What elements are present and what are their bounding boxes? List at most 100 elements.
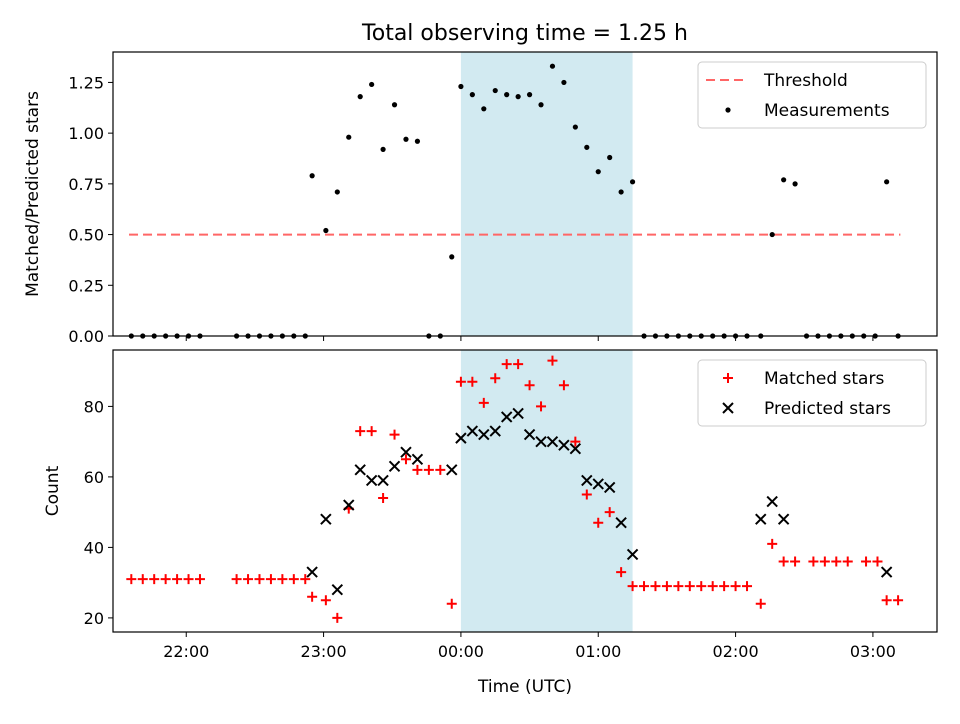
bottom-series-predicted-stars-point <box>365 474 378 487</box>
bottom-series-matched-stars-point <box>650 581 661 592</box>
top-series-measurements-point <box>538 102 544 108</box>
bottom-x-tick-label: 23:00 <box>301 642 347 661</box>
bottom-series-predicted-stars-point <box>535 435 547 448</box>
bottom-series-predicted-stars-point <box>523 428 536 441</box>
bottom-series-matched-stars-point <box>265 574 276 585</box>
top-series-measurements-point <box>492 87 498 94</box>
bottom-series-matched-stars-point <box>277 574 288 585</box>
bottom-series-matched-stars-point <box>639 581 650 592</box>
top-series-measurements-point <box>781 177 787 183</box>
bottom-series-matched-stars-point <box>423 464 434 475</box>
bottom-series-matched-stars-point <box>627 581 638 592</box>
bottom-series-matched-stars-point <box>300 574 311 585</box>
top-series-measurements-point <box>469 92 475 98</box>
bottom-series-matched-stars-point <box>790 556 801 567</box>
top-series-measurements-point <box>884 179 890 185</box>
bottom-series-matched-stars-point <box>446 598 457 609</box>
bottom-series-matched-stars-point <box>842 556 853 567</box>
bottom-series-matched-stars-point <box>243 574 254 585</box>
bottom-series-predicted-stars-point <box>592 478 604 490</box>
bottom-x-tick-label: 02:00 <box>713 642 759 661</box>
bottom-x-tick-label: 00:00 <box>438 642 484 661</box>
bottom-series-predicted-stars-point <box>569 442 582 455</box>
bottom-y-tick-label: 20 <box>84 609 104 628</box>
top-series-measurements-point <box>458 83 464 90</box>
bottom-series-predicted-stars-point <box>766 495 778 508</box>
bottom-series-predicted-stars-point <box>446 464 458 476</box>
bottom-series-matched-stars-point <box>707 581 718 592</box>
bottom-series-matched-stars-point <box>149 574 160 585</box>
top-series-measurements-point <box>403 136 409 142</box>
top-legend-threshold-label: Threshold <box>763 71 848 91</box>
top-y-tick-label: 0.50 <box>68 226 104 245</box>
top-series-measurements-point <box>607 154 613 161</box>
top-y-tick-label: 0.25 <box>68 276 104 295</box>
top-series-measurements-point <box>769 231 775 238</box>
bottom-x-tick-label: 03:00 <box>850 642 896 661</box>
bottom-shaded-observing-window <box>460 350 633 632</box>
bottom-series-matched-stars-point <box>558 380 569 391</box>
bottom-axes-frame <box>112 349 938 633</box>
bottom-legend-predicted-stars-label: Predicted stars <box>764 399 891 419</box>
bottom-series-matched-stars-point <box>366 426 377 437</box>
top-y-axis-label: Matched/Predicted stars <box>23 91 43 297</box>
bottom-series-matched-stars-point <box>881 595 892 606</box>
bottom-y-tick-label: 80 <box>84 397 104 416</box>
bottom-series-predicted-stars-point <box>478 428 490 441</box>
bottom-series-matched-stars-point <box>501 359 512 370</box>
bottom-series-matched-stars-point <box>467 376 478 387</box>
bottom-panel: 20 40 60 80 22:00 23:00 00:00 01:00 02:00 03:00 Ma… <box>84 349 938 661</box>
bottom-series-predicted-stars-point <box>466 425 479 437</box>
bottom-series-predicted-stars-point <box>377 474 389 487</box>
bottom-series-predicted-stars-point <box>331 583 344 596</box>
bottom-series-matched-stars-point <box>581 489 592 500</box>
bottom-series-matched-stars-point <box>332 612 343 623</box>
top-legend-measurements-swatch <box>725 107 731 113</box>
bottom-series-matched-stars-point <box>808 556 819 567</box>
bottom-series-matched-stars-point <box>524 380 535 391</box>
top-series-measurements-point <box>618 189 624 195</box>
bottom-series-matched-stars-point <box>478 397 489 408</box>
bottom-series-predicted-stars-point <box>777 513 790 525</box>
top-y-tick-label: 1.25 <box>68 73 104 92</box>
bottom-series-matched-stars-point <box>183 574 194 585</box>
top-series-measurements-point <box>323 227 329 234</box>
bottom-series-predicted-stars-point <box>320 513 332 525</box>
top-series-measurements-point <box>481 106 487 112</box>
bottom-series-matched-stars-point <box>172 574 183 585</box>
bottom-series-predicted-stars-point <box>880 566 893 578</box>
bottom-series-matched-stars-point <box>719 581 730 592</box>
bottom-y-tick-label: 60 <box>84 468 104 487</box>
top-y-tick-label: 1.00 <box>68 124 104 143</box>
bottom-series-matched-stars-point <box>547 355 558 366</box>
bottom-series-matched-stars-point <box>673 581 684 592</box>
top-legend-box <box>697 61 927 129</box>
bottom-series-matched-stars-point <box>400 454 411 465</box>
bottom-series-matched-stars-point <box>661 581 672 592</box>
bottom-series-predicted-stars-point <box>354 464 366 476</box>
bottom-series-predicted-stars-point <box>500 411 513 423</box>
bottom-series-predicted-stars-point <box>343 499 355 511</box>
bottom-series-predicted-stars-point <box>755 513 767 525</box>
top-series-measurements-point <box>572 124 578 130</box>
top-y-tick-label: 0.00 <box>68 327 104 346</box>
bottom-series-predicted-stars-point <box>615 517 627 529</box>
bottom-series-matched-stars-point <box>767 538 778 549</box>
top-series-measurements-point <box>526 92 533 98</box>
bottom-series-matched-stars-point <box>126 574 137 585</box>
bottom-series-matched-stars-point <box>570 436 581 447</box>
bottom-series-predicted-stars-point <box>603 481 616 494</box>
bottom-series-matched-stars-point <box>378 493 389 504</box>
bottom-series-matched-stars-point <box>194 574 205 585</box>
bottom-series-matched-stars-point <box>755 598 766 609</box>
bottom-series-matched-stars-point <box>288 574 299 585</box>
bottom-legend-box <box>697 359 927 427</box>
bottom-series-matched-stars-point <box>455 376 466 387</box>
bottom-series-matched-stars-point <box>435 464 446 475</box>
top-series-measurements-point <box>584 144 590 150</box>
top-series-measurements-point <box>515 94 521 100</box>
top-legend-measurements-label: Measurements <box>764 101 890 121</box>
top-series-measurements-point <box>357 94 363 100</box>
top-series-measurements-point <box>391 102 398 108</box>
top-series-measurements-point <box>380 146 386 152</box>
